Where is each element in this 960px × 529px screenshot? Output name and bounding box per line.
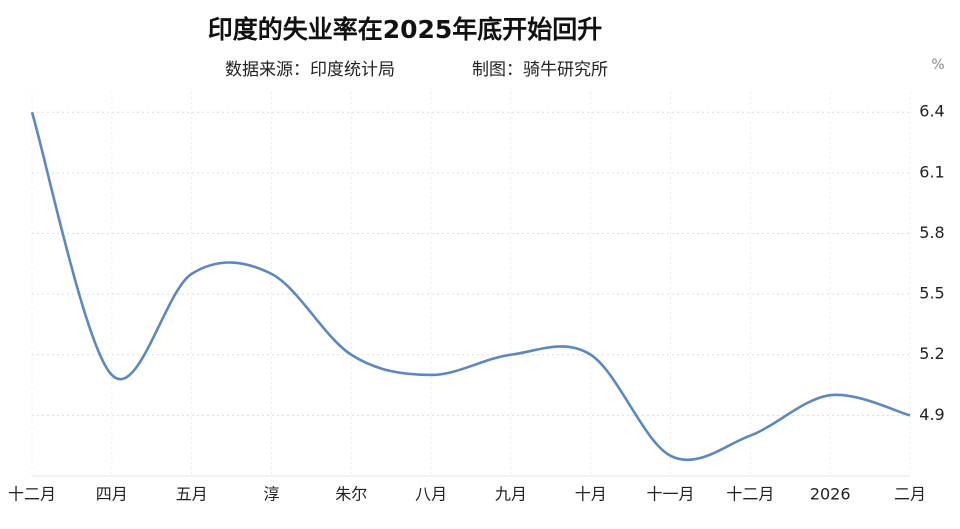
line	[30, 111, 911, 462]
x-tick-label: 四月	[96, 485, 128, 504]
x-tick-label: 二月	[894, 485, 926, 504]
x-tick-label: 八月	[415, 485, 447, 504]
x-tick-label: 十一月	[647, 485, 695, 504]
x-tick-label: 十二月	[726, 485, 774, 504]
x-tick-label: 十月	[575, 485, 607, 504]
x-tick-label: 2026	[810, 485, 851, 504]
x-tick-label: 五月	[176, 485, 208, 504]
x-tick-label: 淳	[263, 485, 279, 504]
x-tick-label: 朱尔	[335, 485, 367, 504]
y-unit: %	[931, 57, 944, 73]
y-tick-label: 4.9	[919, 405, 944, 424]
credit: 制图：骑牛研究所	[472, 60, 608, 80]
source: 数据来源：印度统计局	[225, 60, 395, 80]
y-tick-label: 5.5	[919, 284, 944, 303]
x-tick-label: 九月	[495, 485, 527, 504]
y-tick-label: 5.2	[919, 344, 944, 363]
x-tick-label: 十二月	[8, 485, 56, 504]
y-tick-label: 5.8	[919, 223, 944, 242]
y-tick-label: 6.4	[919, 102, 944, 121]
chart-title: 印度的失业率在2025年底开始回升	[208, 15, 603, 44]
y-tick-label: 6.1	[919, 162, 944, 181]
